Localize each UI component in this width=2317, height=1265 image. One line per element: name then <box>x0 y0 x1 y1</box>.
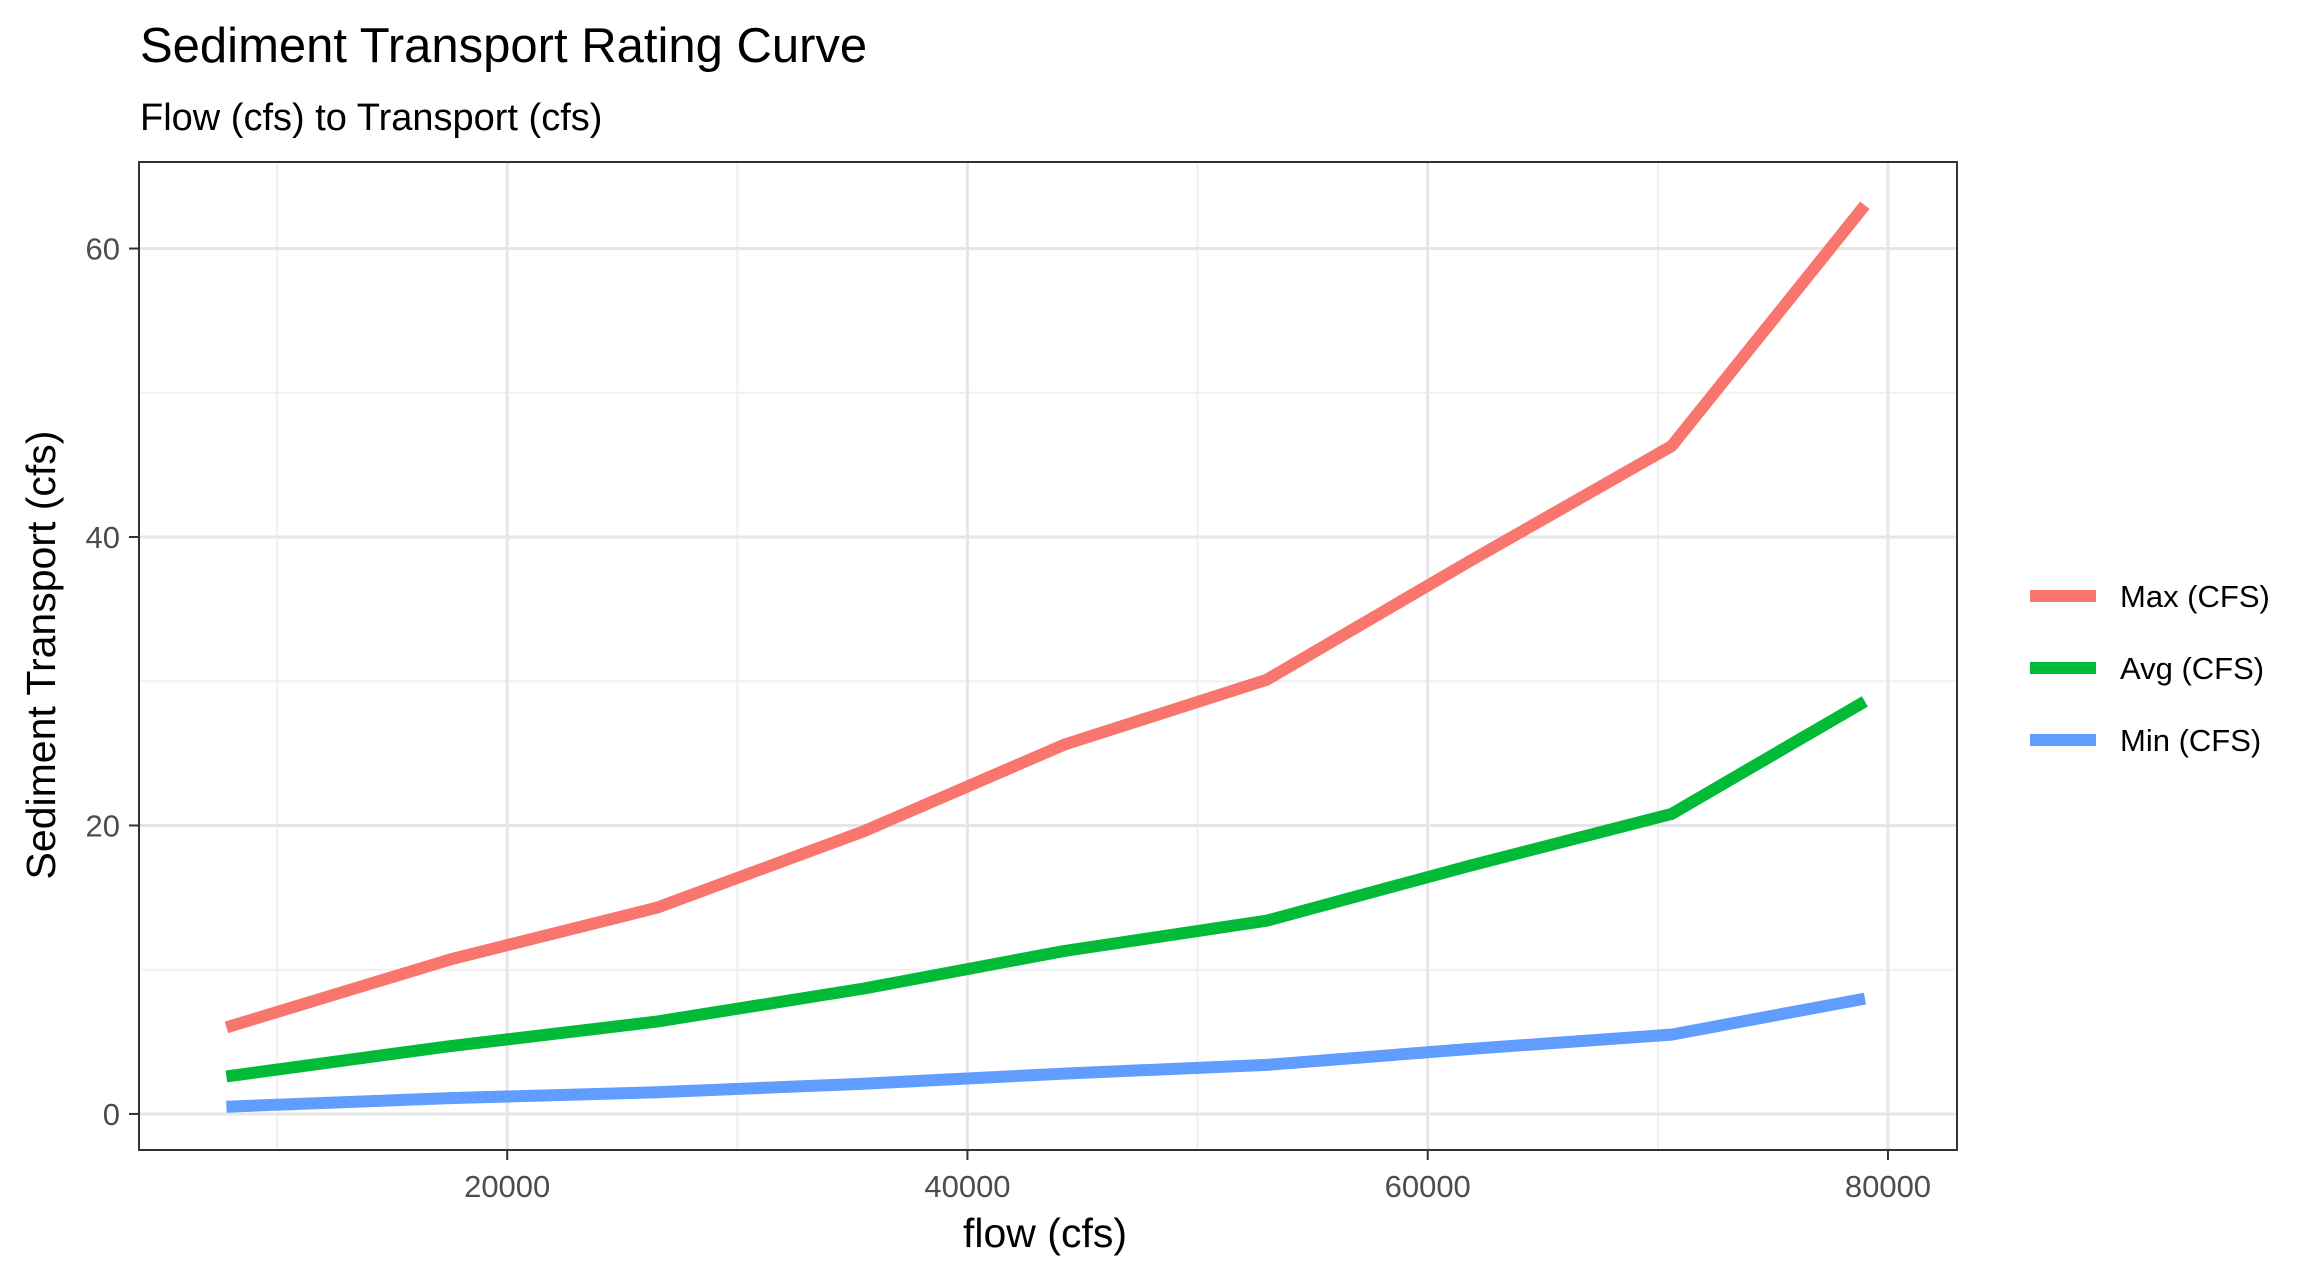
x-tick-label: 60000 <box>1385 1169 1471 1204</box>
legend-label-min-cfs: Min (CFS) <box>2120 723 2261 758</box>
series-line-min-cfs <box>226 992 1866 1113</box>
x-axis-ticks: 20000 40000 60000 80000 <box>464 1150 1931 1204</box>
y-axis-ticks: 0 20 40 60 <box>86 232 139 1132</box>
legend-label-max-cfs: Max (CFS) <box>2120 579 2270 614</box>
series-lines <box>224 201 1870 1113</box>
chart-title: Sediment Transport Rating Curve <box>140 19 867 73</box>
x-tick-label: 20000 <box>464 1169 550 1204</box>
x-tick-label: 80000 <box>1845 1169 1931 1204</box>
y-tick-label: 0 <box>103 1097 120 1132</box>
legend-label-avg-cfs: Avg (CFS) <box>2120 651 2264 686</box>
series-line-max-cfs <box>224 201 1870 1034</box>
legend: Max (CFS) Avg (CFS) Min (CFS) <box>2030 579 2270 758</box>
x-tick-label: 40000 <box>924 1169 1010 1204</box>
major-gridlines <box>139 162 1957 1150</box>
y-tick-label: 40 <box>86 520 120 555</box>
minor-gridlines <box>139 162 1957 1150</box>
plot-panel-border <box>138 161 1958 1151</box>
y-axis-title: Sediment Transport (cfs) <box>18 431 64 880</box>
y-tick-label: 60 <box>86 232 120 267</box>
series-line-avg-cfs <box>225 696 1868 1083</box>
y-tick-label: 20 <box>86 808 120 843</box>
x-axis-title: flow (cfs) <box>963 1210 1127 1256</box>
chart-subtitle: Flow (cfs) to Transport (cfs) <box>140 97 602 139</box>
